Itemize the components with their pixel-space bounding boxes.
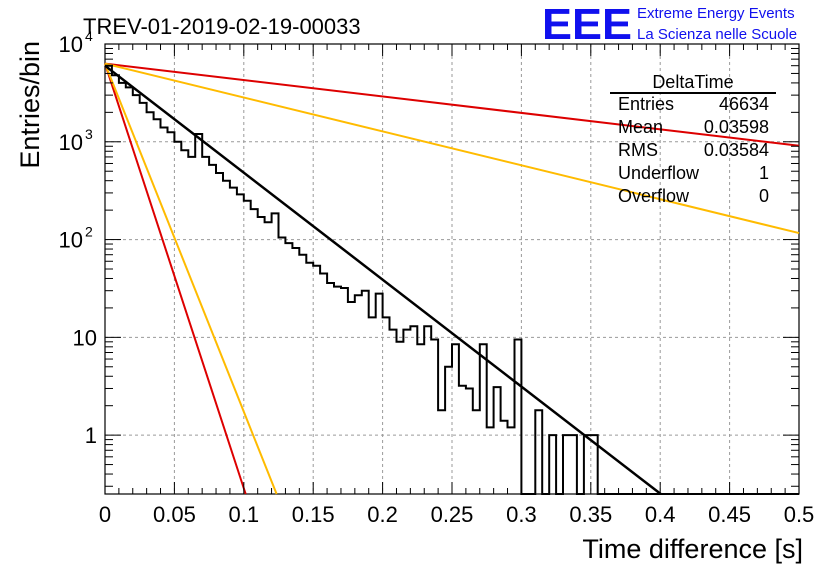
y-tick-label: 10: [73, 325, 97, 350]
y-tick-label: 10: [59, 228, 83, 253]
stats-row-value: 1: [759, 163, 769, 183]
y-tick-exponent: 4: [85, 28, 93, 44]
stats-rows: Entries 46634 Mean 0.03598 RMS 0.03584Underfl…: [618, 94, 769, 206]
x-tick-label: 0.1: [229, 502, 260, 527]
y-tick-exponent: 2: [85, 224, 93, 240]
y-tick-label: 1: [85, 423, 97, 448]
x-tick-label: 0.3: [506, 502, 537, 527]
x-tick-label: 0.45: [708, 502, 751, 527]
stats-row-value: 0: [759, 186, 769, 206]
stats-row-label: RMS: [618, 140, 658, 160]
fit-curve: [104, 64, 662, 495]
grid-lines: [105, 44, 799, 494]
logo-mark: EEE: [542, 0, 632, 49]
stats-row-label: Underflow: [618, 163, 700, 183]
axes: 0 0.05 0.1 0.15 0.2 0.25 0.3 0.35 0.4 0.45 0.510 41…: [59, 28, 815, 527]
x-tick-label: 0.35: [569, 502, 612, 527]
stats-row-value: 0.03584: [704, 140, 769, 160]
stats-box: DeltaTime Entries 46634 Mean 0.03598 RMS 0.03…: [610, 72, 776, 206]
eee-logo: EEE Extreme Energy Events La Scienza nel…: [542, 0, 797, 49]
reference-decay-line: [104, 63, 247, 495]
x-tick-label: 0.25: [431, 502, 474, 527]
x-tick-label: 0.5: [784, 502, 815, 527]
y-tick-exponent: 3: [85, 126, 93, 142]
reference-decay-line: [104, 62, 800, 147]
stats-title: DeltaTime: [652, 72, 733, 92]
x-tick-label: 0.4: [645, 502, 676, 527]
stats-row-label: Mean: [618, 117, 663, 137]
reference-lines: [104, 62, 800, 495]
x-tick-label: 0.15: [292, 502, 335, 527]
logo-line2: La Scienza nelle Scuole: [637, 26, 797, 43]
chart-title: TREV-01-2019-02-19-00033: [83, 14, 361, 39]
x-tick-label: 0: [99, 502, 111, 527]
stats-row-value: 46634: [719, 94, 769, 114]
x-axis-label: Time difference [s]: [582, 534, 803, 564]
reference-decay-line: [104, 63, 278, 495]
y-tick-label: 10: [59, 130, 83, 155]
reference-decay-line: [104, 62, 800, 235]
logo-line1: Extreme Energy Events: [637, 5, 795, 22]
fit-line: [104, 64, 662, 495]
x-tick-label: 0.2: [367, 502, 398, 527]
y-axis-label: Entries/bin: [15, 41, 45, 169]
stats-row-value: 0.03598: [704, 117, 769, 137]
y-tick-label: 10: [59, 32, 83, 57]
x-tick-label: 0.05: [153, 502, 196, 527]
stats-row-label: Overflow: [618, 186, 690, 206]
stats-row-label: Entries: [618, 94, 674, 114]
